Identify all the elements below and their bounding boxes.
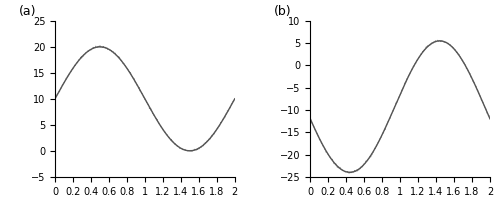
Text: (a): (a) [19,5,36,17]
Text: (b): (b) [274,5,292,17]
